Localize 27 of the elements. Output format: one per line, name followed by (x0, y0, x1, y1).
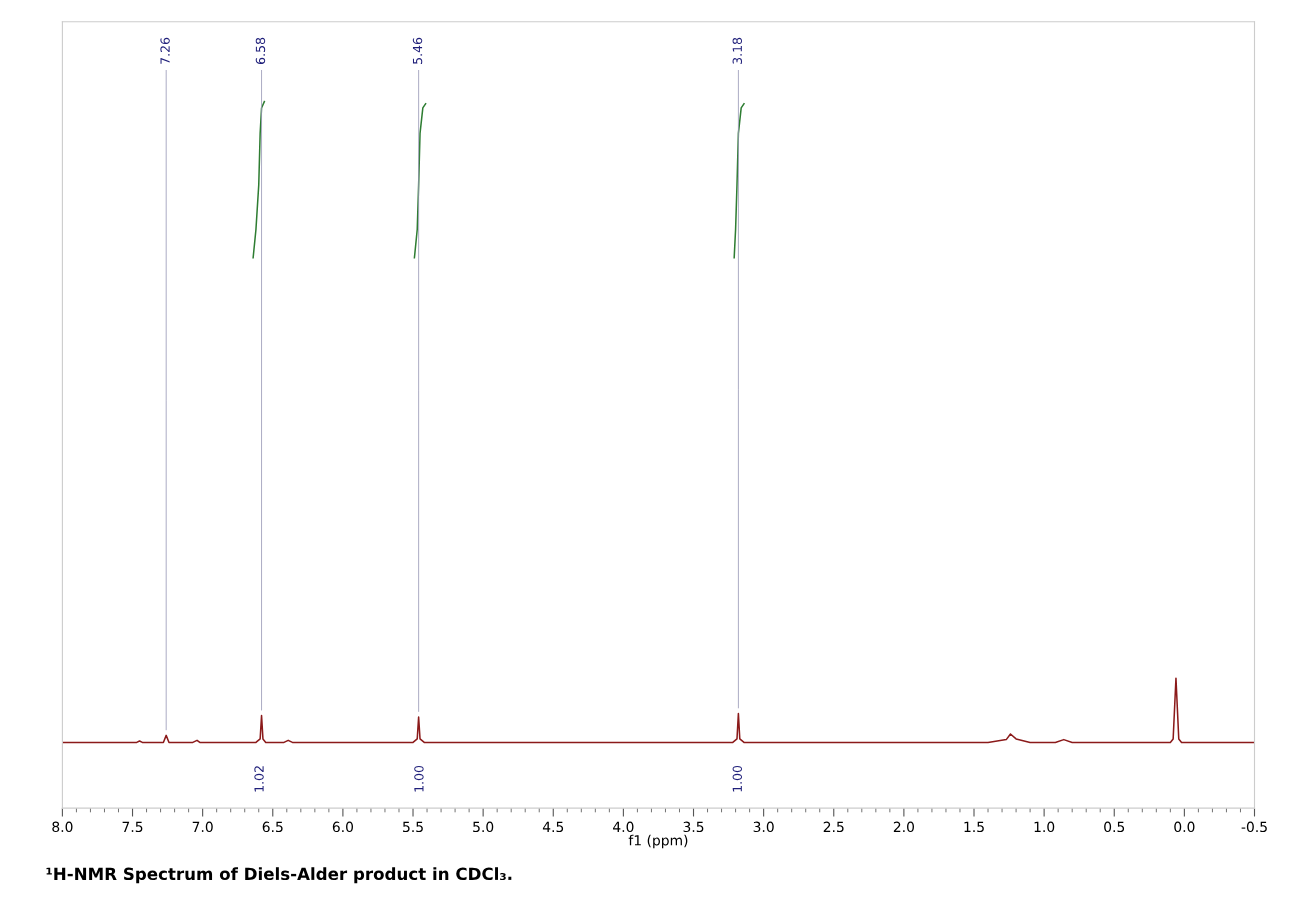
x-tick-label: 4.0 (613, 821, 634, 833)
annotation: 6.58 (255, 37, 266, 64)
x-tick-label: 6.5 (262, 821, 283, 833)
x-tick-label: 1.0 (1034, 821, 1055, 833)
annotation: 1.02 (254, 766, 264, 792)
x-tick-label: 6.0 (332, 821, 354, 833)
x-tick-label: 0.5 (1104, 821, 1125, 833)
x-tick-label: 3.0 (753, 821, 774, 833)
annotation: 5.46 (412, 37, 423, 64)
x-tick-label: 0.0 (1174, 821, 1195, 833)
x-tick-label: 5.0 (473, 821, 494, 833)
annotation: 3.18 (732, 37, 743, 64)
x-tick-label: 3.5 (683, 821, 704, 833)
x-tick-label: -0.5 (1241, 821, 1267, 833)
x-tick-label: 7.0 (192, 821, 213, 833)
annotation: 1.00 (732, 765, 743, 792)
x-tick-label: 7.5 (122, 821, 143, 833)
x-tick-label: 2.0 (893, 821, 914, 833)
text: ¹H-NMR Spectrum of Diels-Alder product in CDCl₃. (46, 867, 512, 884)
x-tick-label: 2.5 (823, 821, 844, 833)
annotation: 1.00 (414, 765, 424, 792)
x-tick-label: 5.5 (403, 821, 423, 833)
annotation: 7.26 (160, 37, 170, 64)
x-tick-label: 1.5 (964, 821, 984, 833)
x-tick-label: 4.5 (542, 821, 564, 833)
x-tick-label: 8.0 (52, 821, 73, 833)
x-axis-title: f1 (ppm) (628, 834, 688, 849)
